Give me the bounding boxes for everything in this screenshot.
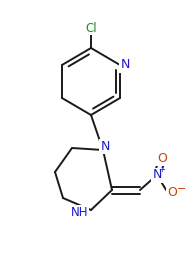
- Text: N: N: [100, 139, 110, 152]
- Text: Cl: Cl: [85, 22, 97, 34]
- Text: NH: NH: [70, 206, 88, 218]
- Text: O: O: [167, 187, 177, 199]
- Text: N: N: [152, 168, 162, 182]
- Text: +: +: [158, 166, 165, 175]
- Text: −: −: [177, 184, 187, 194]
- Text: O: O: [157, 151, 167, 164]
- Text: N: N: [120, 58, 130, 72]
